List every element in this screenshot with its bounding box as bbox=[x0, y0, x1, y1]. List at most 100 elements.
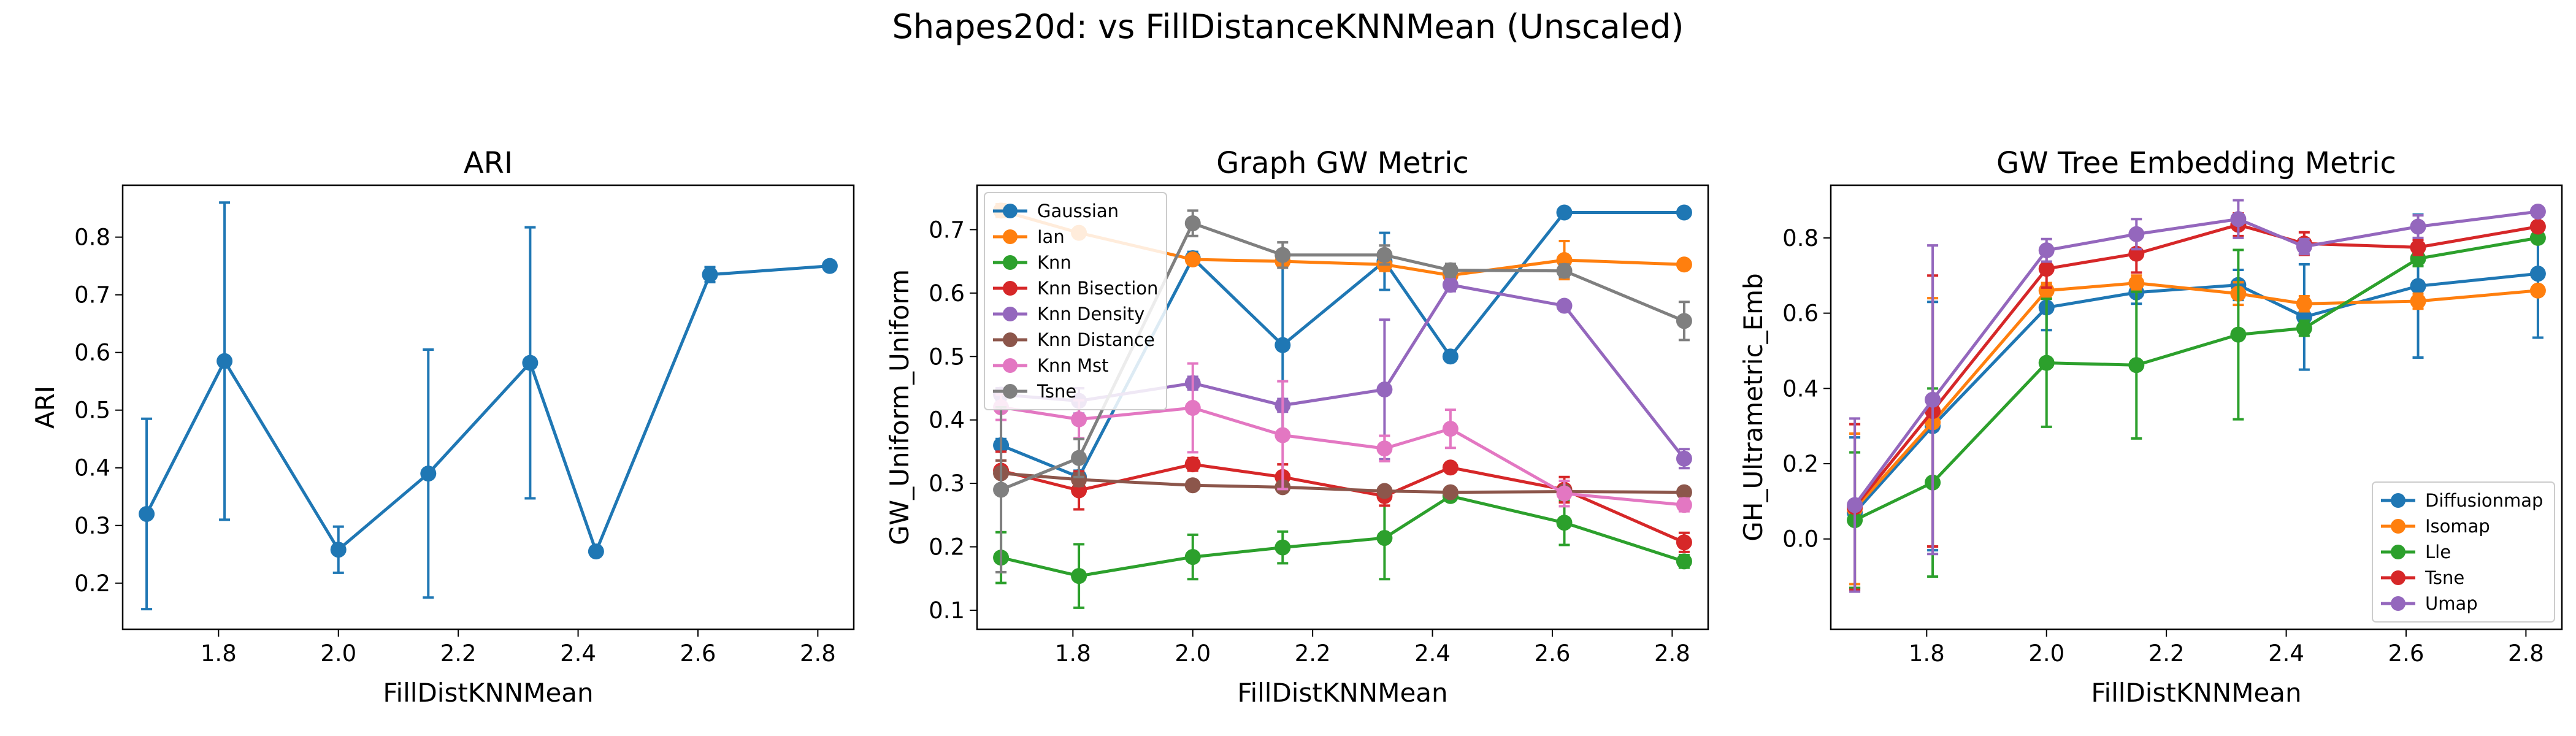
x-tick-label: 2.4 bbox=[2268, 640, 2304, 667]
data-point bbox=[2529, 203, 2546, 220]
data-point bbox=[2230, 211, 2247, 228]
data-point bbox=[702, 266, 718, 283]
data-point bbox=[1442, 262, 1459, 278]
data-point bbox=[1184, 477, 1201, 494]
series-line bbox=[145, 264, 830, 553]
y-tick-label: 0.4 bbox=[74, 455, 110, 481]
x-tick-label: 2.0 bbox=[320, 640, 356, 667]
data-point bbox=[1442, 348, 1459, 365]
data-point bbox=[1556, 263, 1573, 279]
plot-frame bbox=[976, 184, 1709, 631]
x-tick-label: 2.0 bbox=[2028, 640, 2064, 667]
legend-swatch-marker bbox=[1003, 384, 1018, 399]
y-tick-label: 0.4 bbox=[929, 407, 965, 434]
plot-frame bbox=[121, 184, 855, 631]
y-tick-label: 0.6 bbox=[74, 340, 110, 366]
x-tick-label: 2.8 bbox=[2508, 640, 2544, 667]
data-point bbox=[2410, 239, 2426, 256]
y-tick-label: 0.8 bbox=[1782, 225, 1819, 251]
data-point bbox=[2410, 293, 2426, 309]
data-point bbox=[1925, 391, 1941, 408]
data-point bbox=[1275, 427, 1291, 443]
x-tick-label: 1.8 bbox=[201, 640, 237, 667]
data-point bbox=[1376, 247, 1393, 263]
y-tick-label: 0.7 bbox=[74, 282, 110, 309]
data-point bbox=[1556, 297, 1573, 314]
data-point bbox=[2296, 239, 2312, 255]
data-point bbox=[1275, 247, 1291, 263]
x-axis-label: FillDistKNNMean bbox=[383, 678, 593, 708]
data-point bbox=[1556, 485, 1573, 502]
x-tick-label: 2.8 bbox=[800, 640, 836, 667]
chart-panel: GW Tree Embedding Metric FillDistKNNMean G… bbox=[1738, 146, 2563, 708]
legend-swatch-marker bbox=[1003, 204, 1018, 218]
x-tick-label: 2.6 bbox=[1535, 640, 1571, 667]
legend-label: Tsne bbox=[2425, 567, 2464, 588]
data-point bbox=[2038, 261, 2055, 277]
data-point bbox=[1071, 450, 1087, 466]
legend-label: Knn Mst bbox=[1037, 355, 1109, 376]
data-point bbox=[1184, 215, 1201, 232]
legend-label: Isomap bbox=[2425, 516, 2490, 537]
x-tick-label: 2.6 bbox=[680, 640, 716, 667]
series bbox=[993, 209, 1692, 573]
series-line bbox=[1853, 210, 2539, 507]
legend-swatch-marker bbox=[1003, 307, 1018, 321]
data-point bbox=[1556, 204, 1573, 221]
data-point bbox=[588, 543, 604, 560]
series bbox=[993, 488, 1692, 609]
y-tick-label: 0.5 bbox=[929, 343, 965, 370]
y-tick-label: 0.5 bbox=[74, 397, 110, 424]
data-point bbox=[1275, 539, 1291, 556]
x-tick-label: 1.8 bbox=[1055, 640, 1091, 667]
data-point bbox=[139, 505, 155, 522]
legend-swatch-marker bbox=[1003, 281, 1018, 296]
y-axis-label: ARI bbox=[30, 386, 60, 429]
chart-title: GW Tree Embedding Metric bbox=[1996, 146, 2396, 180]
x-axis-label: FillDistKNNMean bbox=[2091, 678, 2301, 708]
y-axis-label: GH_Ultrametric_Emb bbox=[1738, 273, 1768, 541]
x-axis-label: FillDistKNNMean bbox=[1237, 678, 1447, 708]
data-point bbox=[2410, 278, 2426, 294]
legend-swatch-marker bbox=[2391, 596, 2405, 611]
legend-swatch-marker bbox=[2391, 545, 2405, 559]
x-tick-label: 2.4 bbox=[1414, 640, 1451, 667]
data-point bbox=[217, 353, 233, 369]
data-point bbox=[1184, 549, 1201, 565]
series-line bbox=[1853, 282, 2539, 510]
data-point bbox=[2128, 226, 2145, 242]
legend-label: Lle bbox=[2425, 542, 2451, 562]
x-tick-label: 2.2 bbox=[2149, 640, 2185, 667]
y-tick-label: 0.3 bbox=[929, 470, 965, 497]
data-point bbox=[1184, 456, 1201, 473]
data-point bbox=[522, 355, 539, 371]
data-point bbox=[1442, 277, 1459, 293]
legend-label: Gaussian bbox=[1037, 201, 1119, 221]
y-tick-label: 0.2 bbox=[929, 534, 965, 561]
data-point bbox=[1676, 497, 1692, 513]
y-tick-label: 0.6 bbox=[929, 280, 965, 307]
legend-swatch-marker bbox=[1003, 255, 1018, 270]
legend-label: Knn Bisection bbox=[1037, 278, 1158, 299]
data-point bbox=[2230, 326, 2247, 343]
plot-frame bbox=[1830, 184, 2563, 631]
legend-swatch-marker bbox=[2391, 570, 2405, 585]
data-point bbox=[2128, 357, 2145, 374]
legend-label: Knn Distance bbox=[1037, 329, 1155, 350]
y-tick-label: 0.2 bbox=[1782, 451, 1819, 477]
y-tick-label: 0.0 bbox=[1782, 526, 1819, 553]
series-line bbox=[1853, 236, 2539, 522]
series-line bbox=[1853, 223, 2539, 508]
y-tick-label: 0.8 bbox=[74, 224, 110, 251]
data-point bbox=[2296, 320, 2312, 337]
data-point bbox=[2529, 229, 2546, 246]
y-tick-label: 0.7 bbox=[929, 217, 965, 243]
data-point bbox=[330, 542, 347, 558]
data-point bbox=[1556, 515, 1573, 531]
y-tick-label: 0.2 bbox=[74, 570, 110, 597]
y-axis-label: GW_Uniform_Uniform bbox=[884, 269, 914, 545]
legend-swatch-marker bbox=[1003, 358, 1018, 373]
chart-panel: Graph GW Metric FillDistKNNMean GW_Uniform… bbox=[884, 146, 1709, 708]
legend-box bbox=[984, 192, 1167, 410]
data-point bbox=[2296, 296, 2312, 312]
